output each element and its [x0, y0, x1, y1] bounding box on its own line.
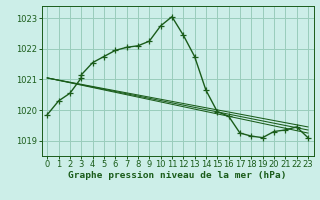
X-axis label: Graphe pression niveau de la mer (hPa): Graphe pression niveau de la mer (hPa) — [68, 171, 287, 180]
